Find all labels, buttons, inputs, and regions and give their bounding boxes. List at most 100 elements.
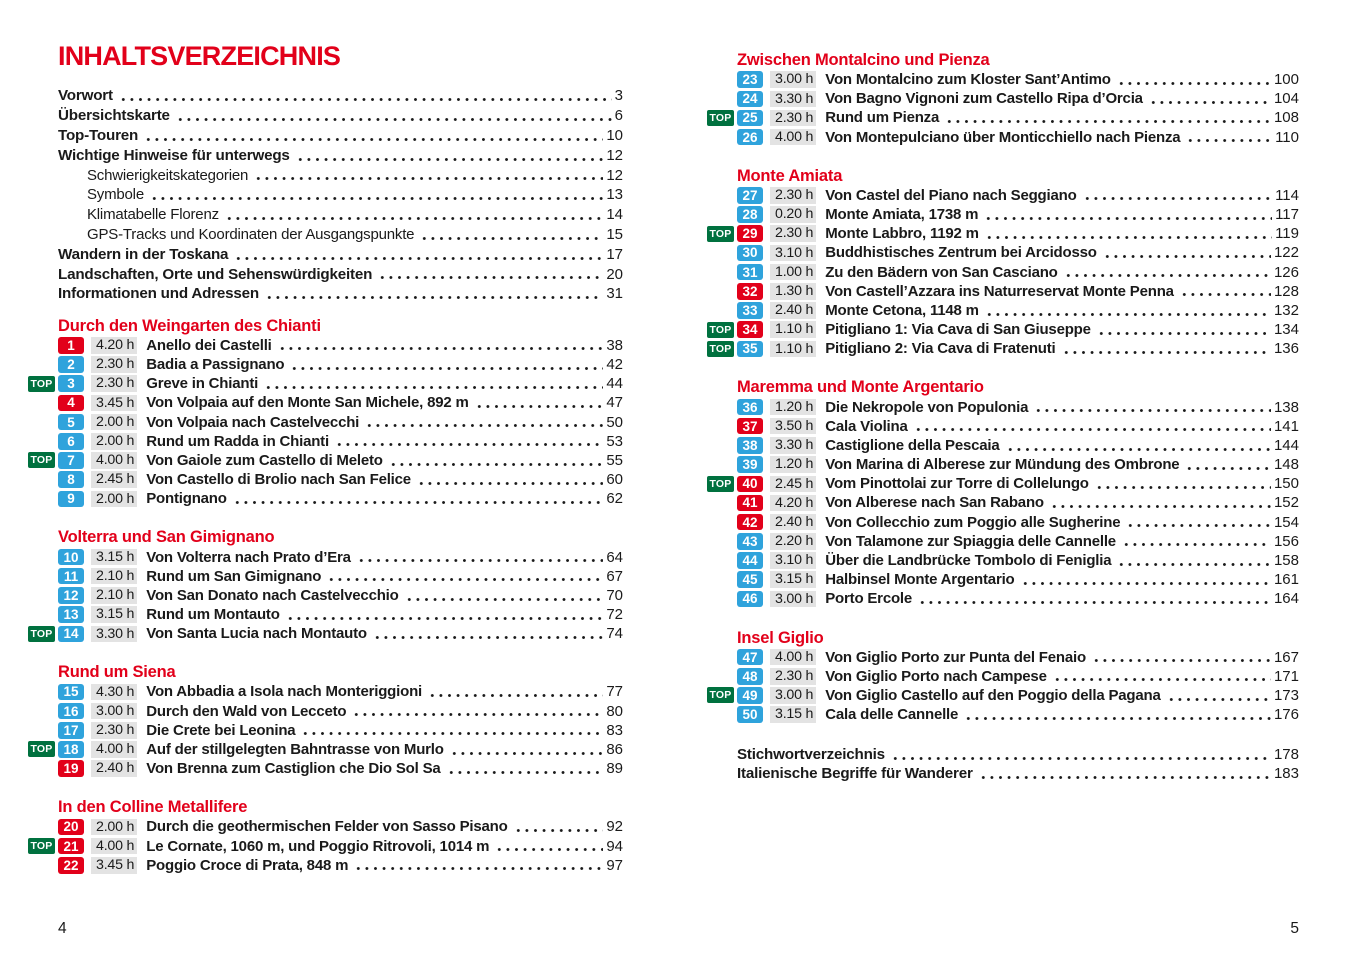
dot-leader: [918, 589, 1271, 609]
dot-leader: [1096, 320, 1271, 340]
dot-leader: [1117, 550, 1271, 571]
tour-title: Rund um Montauto: [146, 606, 280, 624]
tour-page-number: 144: [1273, 436, 1299, 454]
dot-leader: [301, 720, 604, 740]
tour-duration: 2.30 h: [91, 375, 138, 392]
tour-entry: 24 3.30 h Von Bagno Vignoni zum Castello R…: [737, 89, 1299, 109]
dot-leader: [984, 300, 1271, 321]
tour-number-badge: 8: [58, 471, 84, 488]
dot-leader: [428, 682, 604, 702]
tour-page-number: 72: [606, 606, 623, 624]
tour-section: Monte Amiata 27 2.30 h Von Castel del Piano…: [707, 166, 1299, 359]
tour-title: Pitigliano 2: Via Cava di Fratenuti: [825, 340, 1056, 358]
tour-number-badge: 13: [58, 606, 84, 623]
tour-duration: 2.30 h: [91, 356, 138, 373]
tour-entry: TOP 25 2.30 h Rund um Pienza 108: [707, 108, 1299, 128]
tour-duration: 4.00 h: [91, 837, 138, 855]
tour-page-number: 152: [1273, 494, 1299, 512]
entry-label: Übersichtskarte: [58, 107, 170, 125]
entry-label: Informationen und Adressen: [58, 285, 259, 303]
tour-sections-right: Zwischen Montalcino und Pienza 23 3.00 h Vo…: [707, 50, 1299, 725]
tour-title: Vom Pinottolai zur Torre di Collelungo: [825, 475, 1089, 493]
tour-entry: 31 1.00 h Zu den Bädern von San Casciano 12…: [737, 262, 1299, 282]
tour-title: Von Castel del Piano nach Seggiano: [825, 186, 1077, 204]
tour-number-badge: 34: [737, 321, 763, 338]
dot-leader: [354, 855, 604, 875]
tour-duration: 2.20 h: [770, 533, 817, 550]
tour-title: Von Volpaia nach Castelvecchi: [146, 413, 360, 431]
tour-duration: 2.00 h: [91, 818, 138, 836]
tour-number-badge: 19: [58, 760, 84, 777]
tour-duration: 4.20 h: [91, 337, 138, 354]
dot-leader: [1179, 281, 1271, 301]
tour-number-badge: 46: [737, 590, 763, 608]
tour-duration: 3.10 h: [770, 552, 817, 569]
right-page-column: Zwischen Montalcino und Pienza 23 3.00 h Vo…: [707, 42, 1299, 784]
tour-duration: 3.00 h: [770, 590, 817, 608]
tour-title: Die Nekropole von Populonia: [825, 398, 1029, 416]
tour-entry: 30 3.10 h Buddhistisches Zentrum bei Arcid…: [737, 243, 1299, 263]
section-heading: Maremma und Monte Argentario: [737, 378, 984, 397]
tour-entry: 48 2.30 h Von Giglio Porto nach Campese 171: [737, 666, 1299, 686]
entry-page-number: 14: [606, 206, 623, 224]
toc-entry: Italienische Begriffe für Wanderer 183: [737, 764, 1299, 784]
dot-leader: [984, 204, 1273, 225]
tour-number-badge: 15: [58, 683, 84, 701]
tour-title: Durch den Wald von Lecceto: [146, 702, 347, 720]
tour-title: Poggio Croce di Prata, 848 m: [146, 856, 349, 874]
entry-label: Symbole: [87, 186, 144, 204]
tour-number-badge: 28: [737, 206, 763, 223]
dot-leader: [1186, 127, 1273, 147]
tour-page-number: 97: [606, 856, 623, 874]
toc-entry: Stichwortverzeichnis 178: [737, 744, 1299, 765]
back-matter-list: Stichwortverzeichnis 178 Italienische Begr…: [737, 744, 1299, 784]
tour-page-number: 132: [1273, 301, 1299, 319]
tour-duration: 3.45 h: [91, 394, 138, 412]
dot-leader: [1061, 339, 1271, 359]
tour-page-number: 110: [1275, 128, 1299, 146]
tour-duration: 2.45 h: [770, 475, 817, 493]
tour-number-badge: 5: [58, 413, 84, 431]
section-heading: Rund um Siena: [58, 663, 176, 682]
tour-title: Von Giglio Porto zur Punta del Fenaio: [825, 648, 1086, 666]
tour-entry: 23 3.00 h Von Montalcino zum Kloster Sant’…: [737, 70, 1299, 90]
tour-title: Auf der stillgelegten Bahntrasse von Mur…: [146, 741, 444, 759]
tour-section: In den Colline Metallifere 20 2.00 h Durch …: [28, 797, 623, 875]
tour-duration: 2.40 h: [91, 760, 138, 777]
top-tour-badge: TOP: [28, 625, 55, 642]
dot-leader: [495, 836, 604, 856]
dot-leader: [327, 566, 604, 586]
tour-duration: 3.15 h: [770, 706, 817, 723]
tour-page-number: 119: [1275, 225, 1299, 243]
tour-title: Über die Landbrücke Tombolo di Feniglia: [825, 552, 1112, 570]
tour-title: Pontignano: [146, 490, 227, 508]
tour-section: Durch den Weingarten des Chianti 1 4.20 h A…: [28, 316, 623, 509]
tour-title: Monte Labbro, 1192 m: [825, 225, 979, 243]
tour-section: Maremma und Monte Argentario 36 1.20 h Die …: [707, 377, 1299, 609]
tour-page-number: 122: [1273, 244, 1299, 262]
tour-title: Anello dei Castelli: [146, 336, 272, 354]
dot-leader: [1063, 262, 1271, 282]
tour-duration: 3.00 h: [770, 71, 817, 88]
tour-duration: 1.30 h: [770, 283, 817, 300]
top-tour-badge: TOP: [707, 475, 734, 492]
tour-duration: 3.00 h: [770, 687, 817, 704]
tour-number-badge: 2: [58, 356, 84, 373]
entry-label: Wichtige Hinweise für unterwegs: [58, 146, 290, 164]
tour-entry: 28 0.20 h Monte Amiata, 1738 m 117: [737, 204, 1299, 225]
tour-entry: 27 2.30 h Von Castel del Piano nach Seggia…: [737, 185, 1299, 205]
tour-number-badge: 32: [737, 283, 763, 300]
tour-number-badge: 38: [737, 437, 763, 454]
tour-entry: 10 3.15 h Von Volterra nach Prato d’Era 64: [58, 547, 623, 567]
dot-leader: [1020, 570, 1271, 590]
tour-duration: 2.30 h: [770, 668, 817, 685]
tour-entry: 22 3.45 h Poggio Croce di Prata, 848 m 97: [58, 855, 623, 875]
entry-page-number: 15: [606, 225, 623, 243]
tour-entry: 5 2.00 h Von Volpaia nach Castelvecchi 50: [58, 412, 623, 432]
dot-leader: [352, 701, 604, 721]
dot-leader: [513, 817, 604, 837]
tour-page-number: 86: [606, 741, 623, 759]
tour-duration: 4.00 h: [91, 452, 138, 469]
tour-duration: 2.10 h: [91, 587, 138, 604]
